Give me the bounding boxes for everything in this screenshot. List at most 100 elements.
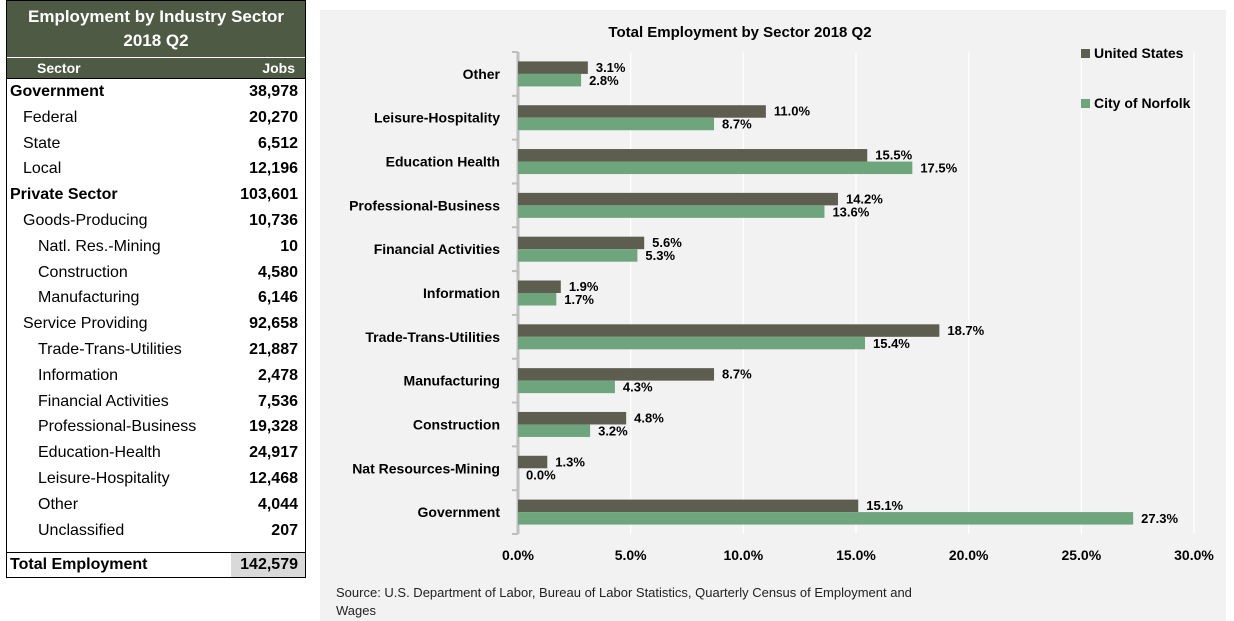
row-sector-label: Information (38, 366, 119, 384)
row-jobs-value: 20,270 (249, 108, 298, 126)
bar-us (518, 411, 627, 425)
row-jobs-value: 207 (271, 521, 298, 539)
row-jobs-value: 4,580 (257, 263, 298, 281)
x-tick-label: 25.0% (1061, 547, 1101, 563)
row-sector-label: Unclassified (38, 521, 125, 539)
column-header-jobs: Jobs (262, 60, 295, 76)
table-row: Information 2,478 (7, 363, 305, 389)
table-row: Natl. Res.-Mining 10 (7, 234, 305, 260)
bar-us (518, 105, 766, 118)
data-label: 5.6% (652, 235, 682, 250)
total-row: Total Employment 142,579 (7, 552, 305, 577)
bar-chart: Total Employment by Sector 2018 Q2 0.0% 5.… (349, 24, 1214, 563)
table-header: Sector Jobs (7, 57, 305, 79)
data-label: 4.8% (634, 410, 664, 425)
data-label: 3.1% (596, 60, 626, 75)
column-header-sector: Sector (37, 60, 81, 76)
table-row: State 6,512 (7, 131, 305, 157)
table-row: Leisure-Hospitality 12,468 (7, 466, 305, 492)
total-value: 142,579 (231, 553, 305, 577)
table-row: Other 4,044 (7, 492, 305, 518)
row-jobs-value: 38,978 (249, 83, 298, 100)
category-label: Trade-Trans-Utilities (365, 329, 500, 345)
data-label: 27.3% (1141, 511, 1178, 526)
data-label: 13.6% (832, 204, 869, 219)
row-sector-label: Government (10, 83, 105, 100)
row-jobs-value: 19,328 (249, 418, 298, 436)
x-tick-label: 15.0% (836, 547, 876, 563)
table-title: Employment by Industry Sector 2018 Q2 (7, 1, 305, 57)
table-row: Trade-Trans-Utilities 21,887 (7, 337, 305, 363)
table-row: Government 38,978 (7, 79, 305, 105)
category-label: Education Health (386, 154, 500, 170)
table-title-line1: Employment by Industry Sector (28, 7, 284, 26)
x-tick-label: 5.0% (615, 547, 647, 563)
category-label: Professional-Business (349, 197, 500, 213)
row-jobs-value: 6,146 (257, 289, 298, 307)
row-jobs-value: 24,917 (249, 444, 298, 462)
bar-us (518, 368, 715, 381)
table-row: Private Sector 103,601 (7, 182, 305, 208)
table-row: Federal 20,270 (7, 105, 305, 131)
data-label: 15.5% (875, 148, 912, 163)
bar-norfolk (518, 380, 615, 394)
row-jobs-value: 4,044 (257, 495, 298, 513)
row-sector-label: Other (38, 495, 79, 513)
row-sector-label: Financial Activities (38, 392, 169, 410)
table-row: Unclassified 207 (7, 518, 305, 544)
bar-norfolk (518, 205, 825, 218)
row-sector-label: Construction (38, 263, 128, 281)
table-row: Goods-Producing 10,736 (7, 208, 305, 234)
data-label: 3.2% (598, 423, 628, 438)
row-jobs-value: 6,512 (257, 134, 298, 152)
data-label: 18.7% (947, 323, 984, 338)
table-row: Professional-Business 19,328 (7, 414, 305, 440)
table-title-line2: 2018 Q2 (123, 31, 189, 50)
row-jobs-value: 10 (280, 237, 298, 255)
bar-norfolk (518, 293, 557, 306)
row-sector-label: Professional-Business (38, 418, 197, 436)
table-row: Local 12,196 (7, 156, 305, 182)
row-jobs-value: 92,658 (249, 315, 298, 333)
row-jobs-value: 12,196 (249, 160, 298, 178)
table-row: Service Providing 92,658 (7, 311, 305, 337)
row-sector-label: Natl. Res.-Mining (38, 237, 161, 255)
row-jobs-value: 10,736 (249, 211, 298, 229)
data-label: 15.1% (866, 498, 903, 513)
data-label: 15.4% (873, 336, 910, 351)
legend-label: United States (1094, 45, 1184, 61)
legend-swatch (1081, 49, 1090, 58)
data-label: 1.9% (569, 279, 599, 294)
legend-swatch (1081, 99, 1090, 108)
chart-panel: Total Employment by Sector 2018 Q2 0.0% 5.… (320, 10, 1226, 621)
data-label: 1.7% (564, 292, 594, 307)
row-jobs-value: 7,536 (257, 392, 298, 410)
data-label: 0.0% (526, 467, 556, 482)
bar-us (518, 499, 859, 513)
category-label: Nat Resources-Mining (352, 460, 500, 476)
data-label: 4.3% (623, 380, 653, 395)
data-label: 1.3% (555, 454, 585, 469)
data-label: 17.5% (920, 161, 957, 176)
category-label: Leisure-Hospitality (374, 110, 500, 126)
table-row: Construction 4,580 (7, 260, 305, 286)
x-tick-label: 30.0% (1174, 547, 1214, 563)
row-sector-label: Manufacturing (38, 289, 140, 307)
bar-us (518, 192, 838, 206)
row-jobs-value: 12,468 (249, 469, 298, 487)
category-label: Construction (413, 416, 500, 432)
table-body: Government 38,978 Federal 20,270 State 6,512 L… (7, 79, 305, 543)
data-label: 5.3% (645, 248, 675, 263)
x-tick-label: 20.0% (949, 547, 989, 563)
bar-norfolk (518, 249, 638, 262)
bar-us (518, 280, 561, 293)
table-row: Manufacturing 6,146 (7, 285, 305, 311)
legend-label: City of Norfolk (1094, 95, 1191, 111)
data-label: 8.7% (722, 117, 752, 132)
row-sector-label: Leisure-Hospitality (38, 469, 170, 487)
row-sector-label: State (23, 134, 61, 152)
category-label: Other (463, 66, 501, 82)
row-sector-label: Goods-Producing (23, 211, 148, 229)
row-sector-label: Education-Health (38, 444, 161, 462)
row-jobs-value: 2,478 (257, 366, 298, 384)
